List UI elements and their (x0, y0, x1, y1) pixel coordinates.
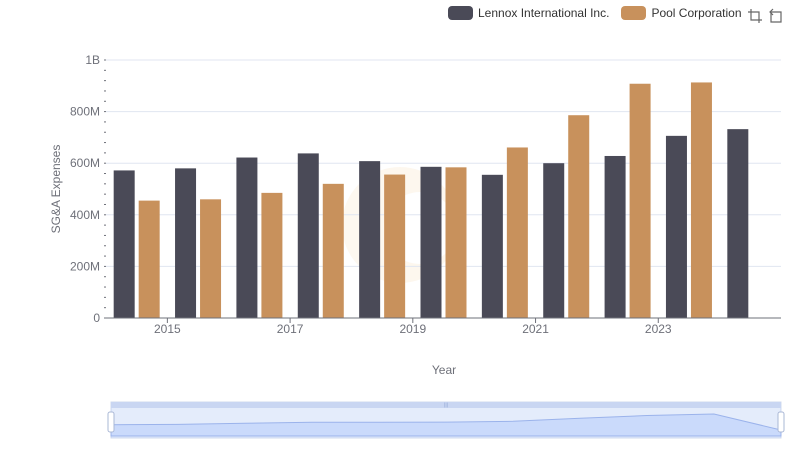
bar-lennox-2020[interactable] (481, 174, 503, 318)
legend-label-lennox: Lennox International Inc. (478, 6, 610, 20)
x-axis-ticks: 2015 2017 2019 2021 2023 (154, 318, 672, 336)
bar-pool-2020[interactable] (506, 147, 528, 318)
x-tick-label: 2023 (645, 322, 672, 336)
bar-lennox-2015[interactable] (175, 168, 197, 318)
x-tick-label: 2015 (154, 322, 181, 336)
data-zoom-left-handle[interactable] (107, 411, 115, 433)
data-zoom-slider[interactable]: ||| (107, 401, 785, 439)
bar-pool-2017[interactable] (322, 183, 344, 318)
bar-lennox-2023[interactable] (665, 135, 687, 318)
bar-pool-2018[interactable] (384, 174, 406, 318)
zoom-icon[interactable] (745, 6, 765, 26)
bar-lennox-2024[interactable] (727, 129, 749, 318)
data-zoom-top-bar[interactable] (111, 402, 781, 408)
y-minor-ticks (104, 59, 106, 319)
bar-pool-2021[interactable] (568, 115, 590, 318)
data-zoom-grip-icon[interactable]: ||| (444, 403, 448, 409)
y-tick-label: 1B (85, 53, 100, 67)
bar-lennox-2022[interactable] (604, 155, 626, 318)
legend-item-lennox[interactable]: Lennox International Inc. (448, 6, 609, 20)
bar-pool-2022[interactable] (629, 83, 651, 319)
bar-pool-2016[interactable] (261, 192, 283, 318)
legend-swatch-lennox (448, 6, 473, 20)
bar-lennox-2016[interactable] (236, 157, 258, 318)
y-axis-title: SG&A Expenses (49, 145, 63, 234)
bar-lennox-2018[interactable] (359, 161, 381, 318)
bar-lennox-2014[interactable] (113, 170, 135, 318)
x-tick-label: 2019 (399, 322, 426, 336)
x-axis-title: Year (432, 363, 456, 377)
y-tick-label: 600M (70, 156, 100, 170)
bar-pool-2014[interactable] (138, 200, 160, 318)
bar-pool-2015[interactable] (200, 199, 222, 318)
data-zoom-selection[interactable] (111, 408, 781, 438)
data-zoom-preview-area (110, 413, 782, 437)
bar-pool-2019[interactable] (445, 167, 467, 318)
y-axis-labels: 0 200M 400M 600M 800M 1B (70, 53, 100, 325)
legend-label-pool: Pool Corporation (651, 6, 742, 20)
chart-toolbox (745, 6, 789, 26)
restore-icon[interactable] (767, 6, 787, 26)
bar-pool-2023[interactable] (690, 82, 712, 318)
chart-legend: Lennox International Inc. Pool Corporati… (448, 4, 754, 22)
x-tick-label: 2021 (522, 322, 549, 336)
y-tick-label: 200M (70, 259, 100, 273)
legend-swatch-pool (621, 6, 647, 20)
legend-item-pool[interactable]: Pool Corporation (621, 6, 742, 20)
bar-lennox-2017[interactable] (297, 153, 319, 318)
x-tick-label: 2017 (277, 322, 304, 336)
y-tick-label: 800M (70, 105, 100, 119)
bar-lennox-2021[interactable] (543, 163, 565, 318)
bar-lennox-2019[interactable] (420, 166, 442, 318)
y-tick-label: 400M (70, 208, 100, 222)
data-zoom-right-handle[interactable] (777, 411, 785, 433)
y-tick-label: 0 (93, 311, 100, 325)
bar-series (113, 82, 749, 319)
